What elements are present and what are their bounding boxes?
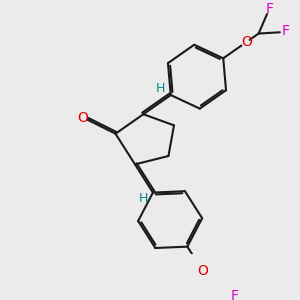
Text: O: O [197,264,208,278]
Text: O: O [241,35,252,49]
Text: O: O [77,111,88,125]
Text: F: F [266,2,274,16]
Text: H: H [139,192,148,205]
Text: F: F [282,24,290,38]
Text: F: F [231,289,239,300]
Text: H: H [156,82,166,95]
